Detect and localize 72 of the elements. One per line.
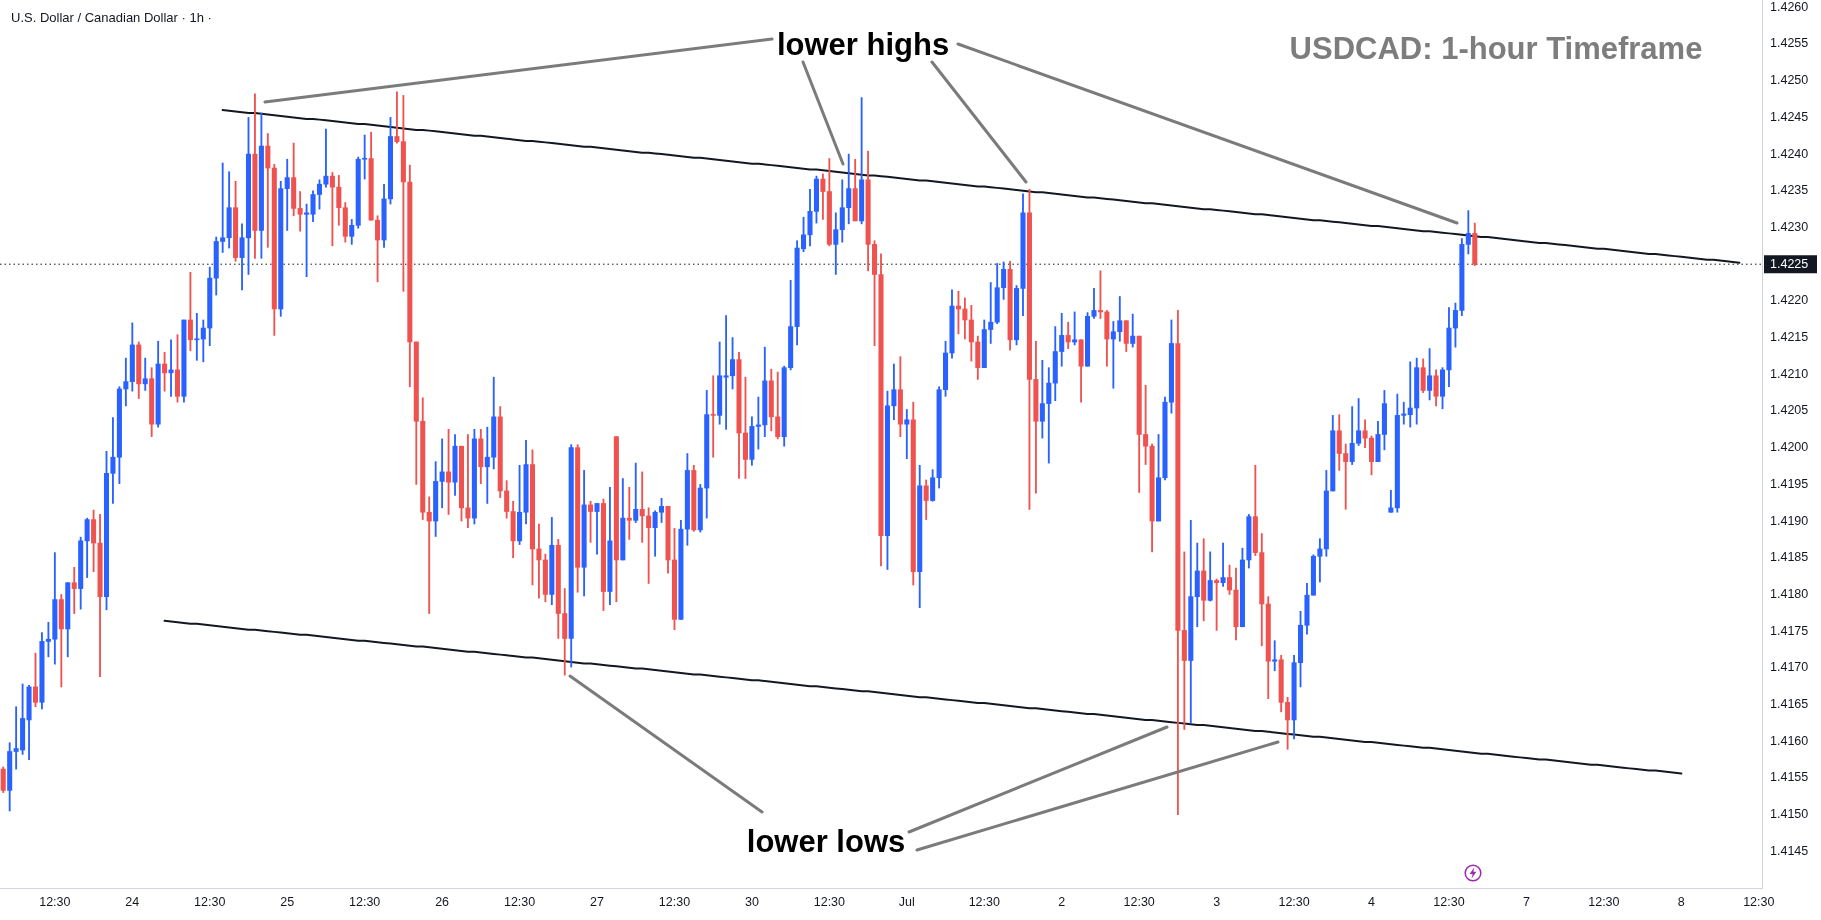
candlestick <box>755 396 761 450</box>
candlestick <box>284 158 290 231</box>
x-tick-label: 8 <box>1677 894 1685 909</box>
y-tick-label: 1.4175 <box>1770 623 1809 638</box>
candlestick <box>710 375 716 458</box>
annotation: lower highs <box>776 26 950 62</box>
y-tick-label: 1.4145 <box>1770 843 1809 858</box>
y-tick-label: 1.4185 <box>1770 550 1809 565</box>
y-tick-label: 1.4190 <box>1770 513 1809 528</box>
candlestick <box>1214 578 1220 631</box>
candlestick <box>626 486 632 540</box>
candlestick <box>439 438 445 509</box>
candlestick <box>329 172 335 247</box>
candlestick <box>1072 311 1078 346</box>
x-tick-label: 12:30 <box>503 894 536 909</box>
x-tick-label: 26 <box>435 894 450 909</box>
x-tick-label: 12:30 <box>349 894 381 909</box>
y-tick-label: 1.4235 <box>1770 183 1809 198</box>
candlestick <box>426 496 432 614</box>
y-tick-label: 1.4205 <box>1770 403 1809 418</box>
candlestick <box>465 434 471 528</box>
candlestick <box>904 409 910 460</box>
y-tick-label: 1.4150 <box>1770 807 1809 822</box>
y-tick-label: 1.4165 <box>1770 696 1809 711</box>
ref-line-label: 1.4225 <box>1770 256 1809 271</box>
x-tick-label: 12:30 <box>1743 894 1775 909</box>
candlestick <box>1272 640 1278 672</box>
text: U.S. Dollar / Canadian Dollar · 1h · <box>11 9 212 25</box>
candlestick <box>1407 361 1413 428</box>
x-tick-label: 12:30 <box>194 894 226 909</box>
y-tick-label: 1.4255 <box>1770 36 1809 51</box>
candlestick <box>639 471 645 543</box>
y-tick-label: 1.4240 <box>1770 146 1809 161</box>
text: USDCAD: 1-hour Timeframe <box>1289 30 1703 66</box>
x-tick-label: 7 <box>1522 894 1530 909</box>
y-tick-label: 1.4250 <box>1770 73 1809 88</box>
candlestick <box>297 191 303 232</box>
x-tick-label: 30 <box>744 894 759 909</box>
x-tick-label: 25 <box>280 894 295 909</box>
x-tick-label: 12:30 <box>813 894 846 909</box>
candlestick <box>71 566 77 614</box>
y-tick-label: 1.4160 <box>1770 733 1809 748</box>
x-tick-label: 4 <box>1368 894 1376 909</box>
x-tick-label: 12:30 <box>39 894 71 909</box>
y-tick-label: 1.4200 <box>1770 440 1809 455</box>
y-tick-label: 1.4220 <box>1770 293 1809 308</box>
candlestick <box>194 313 200 361</box>
y-tick-label: 1.4215 <box>1770 330 1809 345</box>
x-tick-label: Jul <box>898 894 915 909</box>
y-tick-label: 1.4245 <box>1770 109 1809 124</box>
y-tick-label: 1.4170 <box>1770 660 1809 675</box>
x-tick-label: 3 <box>1213 894 1221 909</box>
x-tick-label: 2 <box>1058 894 1066 909</box>
x-tick-label: 12:30 <box>1123 894 1155 909</box>
x-tick-label: 12:30 <box>658 894 691 909</box>
candlestick <box>646 507 652 584</box>
candlestick <box>536 523 542 599</box>
x-tick-label: 12:30 <box>1433 894 1465 909</box>
annotation: lower lows <box>746 823 906 859</box>
x-tick-label: 12:30 <box>968 894 1000 909</box>
x-tick-label: 12:30 <box>1278 894 1310 909</box>
y-tick-label: 1.4210 <box>1770 366 1809 381</box>
y-tick-label: 1.4180 <box>1770 586 1809 601</box>
x-tick-label: 12:30 <box>1588 894 1620 909</box>
y-tick-label: 1.4155 <box>1770 770 1809 785</box>
candlestick <box>1220 542 1226 587</box>
y-tick-label: 1.4195 <box>1770 476 1809 491</box>
y-tick-label: 1.4260 <box>1770 0 1809 14</box>
candlestick <box>394 91 400 144</box>
y-tick-label: 1.4230 <box>1770 219 1809 234</box>
x-tick-label: 24 <box>125 894 140 909</box>
x-tick-label: 27 <box>590 894 605 909</box>
